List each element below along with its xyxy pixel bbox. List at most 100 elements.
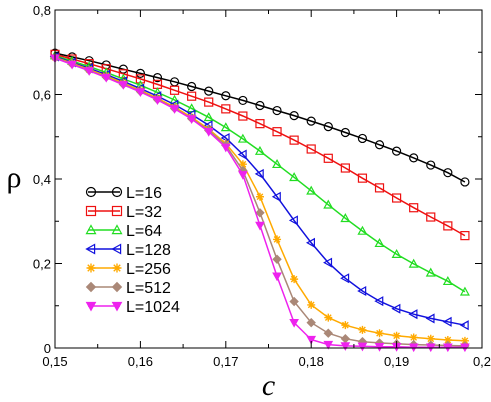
data-point-l-16: [289, 111, 299, 121]
y-tick-label: 0,8: [33, 3, 51, 18]
data-point-l-128: [442, 316, 452, 327]
data-point-l-128: [237, 149, 247, 160]
legend-marker: [112, 263, 122, 273]
data-point-l-1024: [152, 96, 163, 106]
data-point-l-512: [306, 317, 316, 328]
data-point-l-256: [375, 329, 384, 338]
data-point-l-64: [442, 276, 453, 286]
data-point-l-128: [340, 273, 350, 284]
legend-marker: [85, 281, 97, 293]
data-point-l-32: [460, 231, 470, 241]
data-point-l-16: [135, 68, 145, 78]
data-point-l-256: [409, 333, 418, 342]
data-point-l-1024: [357, 342, 368, 352]
data-point-l-1024: [203, 127, 214, 137]
data-point-l-16: [357, 133, 368, 144]
legend-item-l-64: L=64: [85, 223, 162, 240]
data-point-l-1024: [84, 67, 95, 76]
legend-label: L=64: [126, 223, 162, 240]
legend-marker: [86, 263, 96, 273]
data-point-l-64: [220, 122, 231, 132]
data-point-l-64: [323, 199, 334, 209]
x-tick-label: 0,17: [213, 354, 238, 369]
data-point-l-128: [408, 309, 418, 320]
legend-item-l-16: L=16: [85, 185, 162, 202]
data-point-l-32: [204, 97, 214, 107]
data-point-l-64: [374, 237, 385, 248]
data-point-l-32: [238, 111, 248, 121]
legend-label: L=256: [126, 261, 171, 278]
data-point-l-32: [187, 91, 197, 101]
data-point-l-1024: [186, 115, 197, 125]
data-point-l-16: [426, 160, 436, 170]
legend-marker: [111, 186, 123, 198]
legend-label: L=16: [126, 185, 162, 202]
data-point-l-256: [443, 335, 452, 344]
legend-marker: [111, 205, 123, 217]
legend-marker: [111, 281, 123, 293]
data-point-l-16: [255, 100, 265, 111]
data-point-l-64: [254, 145, 265, 155]
legend-marker: [85, 224, 97, 235]
data-point-l-64: [408, 258, 419, 268]
data-point-l-1024: [67, 60, 77, 70]
data-point-l-16: [392, 146, 402, 156]
legend: L=16 L=32 L=64 L=128 L=256 L=512 L=1024: [85, 185, 180, 316]
data-point-l-64: [357, 225, 368, 235]
legend-item-l-256: L=256: [86, 261, 171, 278]
data-point-l-32: [323, 153, 333, 163]
data-point-l-128: [288, 215, 298, 226]
data-point-l-32: [409, 203, 419, 213]
data-point-l-128: [459, 320, 469, 331]
data-point-l-512: [255, 208, 265, 218]
data-point-l-32: [221, 104, 231, 114]
y-tick-label: 0,4: [33, 172, 51, 187]
data-point-l-32: [135, 74, 145, 84]
data-point-l-128: [425, 313, 435, 324]
data-point-l-16: [204, 86, 214, 96]
data-point-l-16: [409, 153, 419, 163]
data-point-l-16: [374, 140, 385, 150]
data-point-l-64: [272, 158, 283, 169]
legend-marker: [85, 186, 97, 198]
data-point-l-512: [323, 328, 333, 338]
data-point-l-128: [271, 191, 281, 202]
data-point-l-1024: [340, 342, 351, 351]
data-point-l-256: [426, 334, 435, 343]
data-point-l-128: [323, 257, 333, 268]
data-point-l-64: [306, 185, 317, 195]
data-point-l-16: [443, 168, 453, 178]
data-point-l-128: [357, 285, 367, 296]
data-point-l-32: [357, 173, 368, 183]
data-point-l-16: [323, 122, 333, 132]
data-point-l-16: [272, 105, 282, 116]
data-point-l-512: [340, 333, 351, 344]
x-tick-label: 0,18: [299, 354, 324, 369]
legend-label: L=32: [126, 204, 162, 221]
data-point-l-32: [340, 163, 350, 173]
data-point-l-128: [254, 168, 264, 179]
legend-marker: [85, 243, 96, 255]
legend-marker: [85, 301, 97, 312]
legend-marker: [85, 205, 97, 217]
data-point-l-32: [374, 183, 385, 193]
data-point-l-256: [273, 235, 282, 244]
data-point-l-256: [290, 275, 299, 284]
data-point-l-16: [238, 95, 248, 106]
data-point-l-256: [358, 325, 367, 334]
legend-item-l-512: L=512: [85, 280, 171, 297]
data-point-l-1024: [306, 335, 317, 345]
data-point-l-32: [306, 144, 316, 154]
x-tick-label: 0,19: [384, 354, 409, 369]
data-point-l-64: [289, 172, 300, 182]
legend-marker: [111, 301, 123, 312]
data-point-l-256: [341, 321, 350, 330]
y-tick-label: 0,6: [33, 88, 51, 103]
data-point-l-32: [272, 127, 282, 137]
data-point-l-32: [169, 85, 180, 95]
data-point-l-1024: [272, 272, 282, 282]
series-l-16: [50, 48, 470, 187]
data-point-l-1024: [135, 88, 146, 97]
data-point-l-256: [255, 192, 264, 201]
